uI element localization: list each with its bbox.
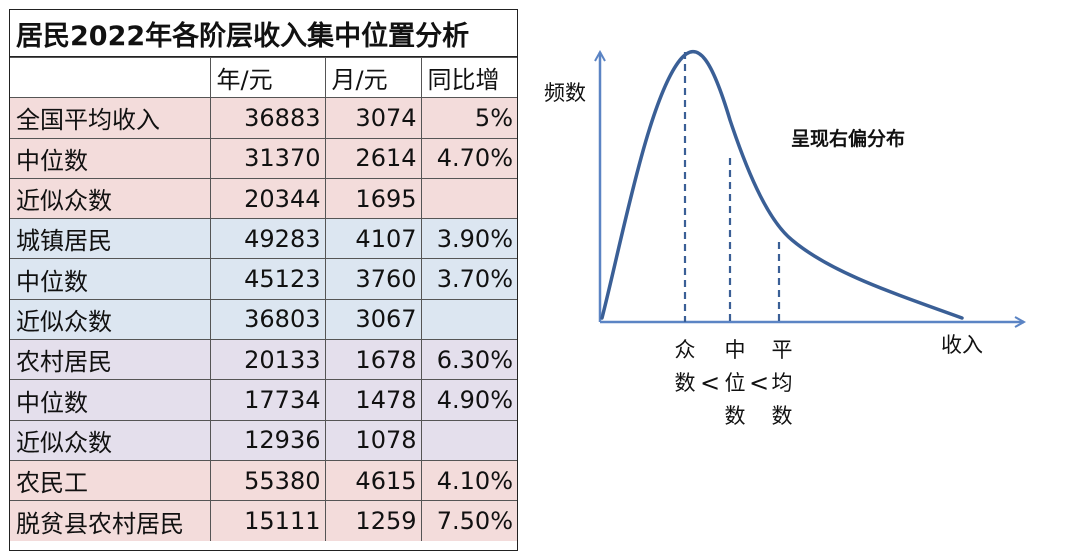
cell-month: 1695 (324, 177, 422, 220)
cell-yoy: 5% (420, 97, 517, 139)
cell-year: 45123 (209, 258, 326, 300)
row-label: 全国平均收入 (10, 97, 211, 139)
table-row: 近似众数 12936 1078 (10, 419, 517, 461)
cell-month: 4107 (324, 218, 422, 260)
cell-year: 36803 (209, 298, 326, 341)
table-row: 近似众数 36803 3067 (10, 298, 517, 341)
cell-month: 1678 (324, 339, 422, 381)
cell-year: 49283 (209, 218, 326, 260)
y-axis-label: 频数 (544, 81, 586, 105)
header-cell-year: 年/元 (209, 56, 326, 99)
header-cell-yoy: 同比增 (420, 56, 517, 99)
cell-yoy (420, 177, 517, 220)
cell-yoy: 3.90% (420, 218, 517, 260)
cell-month: 2614 (324, 137, 422, 179)
table-row: 近似众数 20344 1695 (10, 177, 517, 220)
table-row: 全国平均收入 36883 3074 5% (10, 97, 517, 139)
marker-label-1: 数 (725, 404, 746, 428)
comparator-1: < (749, 369, 769, 397)
row-label: 脱贫县农村居民 (10, 500, 211, 542)
marker-label-2: 数 (772, 404, 793, 428)
cell-month: 3074 (324, 97, 422, 139)
marker-label-0: 数 (675, 371, 696, 395)
table-row: 中位数 31370 2614 4.70% (10, 137, 517, 179)
marker-label-2: 均 (772, 371, 793, 395)
skew-annotation: 呈现右偏分布 (791, 127, 905, 150)
cell-year: 20133 (209, 339, 326, 381)
income-table: 居民2022年各阶层收入集中位置分析 年/元 月/元 同比增 全国平均收入 368… (9, 9, 518, 551)
table-row: 农民工 55380 4615 4.10% (10, 459, 517, 502)
cell-month: 3760 (324, 258, 422, 300)
cell-month: 3067 (324, 298, 422, 341)
cell-yoy: 3.70% (420, 258, 517, 300)
row-label: 近似众数 (10, 177, 211, 220)
cell-year: 12936 (209, 419, 326, 461)
distribution-curve (600, 49, 964, 320)
cell-yoy: 6.30% (420, 339, 517, 381)
cell-month: 1078 (324, 419, 422, 461)
row-label: 农村居民 (10, 339, 211, 381)
table-row: 中位数 45123 3760 3.70% (10, 258, 517, 300)
row-label: 城镇居民 (10, 218, 211, 260)
row-label: 近似众数 (10, 298, 211, 341)
cell-yoy: 4.70% (420, 137, 517, 179)
cell-yoy: 4.10% (420, 459, 517, 502)
cell-year: 20344 (209, 177, 326, 220)
cell-year: 55380 (209, 459, 326, 502)
header-cell-month: 月/元 (324, 56, 422, 99)
cell-year: 36883 (209, 97, 326, 139)
table-title: 居民2022年各阶层收入集中位置分析 (10, 10, 517, 57)
cell-yoy (420, 419, 517, 461)
row-label: 近似众数 (10, 419, 211, 461)
table-row: 城镇居民 49283 4107 3.90% (10, 218, 517, 260)
cell-year: 31370 (209, 137, 326, 179)
table-header-row: 年/元 月/元 同比增 (10, 56, 517, 99)
table-row: 脱贫县农村居民 15111 1259 7.50% (10, 500, 517, 542)
row-label: 中位数 (10, 379, 211, 421)
cell-month: 1259 (324, 500, 422, 542)
marker-label-1: 位 (725, 371, 746, 395)
row-label: 农民工 (10, 459, 211, 502)
marker-label-2: 平 (772, 338, 793, 362)
row-label: 中位数 (10, 258, 211, 300)
cell-month: 1478 (324, 379, 422, 421)
cell-yoy: 7.50% (420, 500, 517, 542)
cell-year: 17734 (209, 379, 326, 421)
cell-yoy (420, 298, 517, 341)
marker-label-0: 众 (675, 338, 696, 362)
marker-label-1: 中 (725, 338, 746, 362)
income-data-table: 年/元 月/元 同比增 全国平均收入 36883 3074 5% 中位数 31370 261… (10, 56, 517, 542)
row-label: 中位数 (10, 137, 211, 179)
table-row: 农村居民 20133 1678 6.30% (10, 339, 517, 381)
table-row: 中位数 17734 1478 4.90% (10, 379, 517, 421)
cell-month: 4615 (324, 459, 422, 502)
x-axis-label: 收入 (941, 333, 983, 357)
header-cell-blank (10, 56, 211, 99)
cell-yoy: 4.90% (420, 379, 517, 421)
cell-year: 15111 (209, 500, 326, 542)
comparator-0: < (700, 369, 720, 397)
